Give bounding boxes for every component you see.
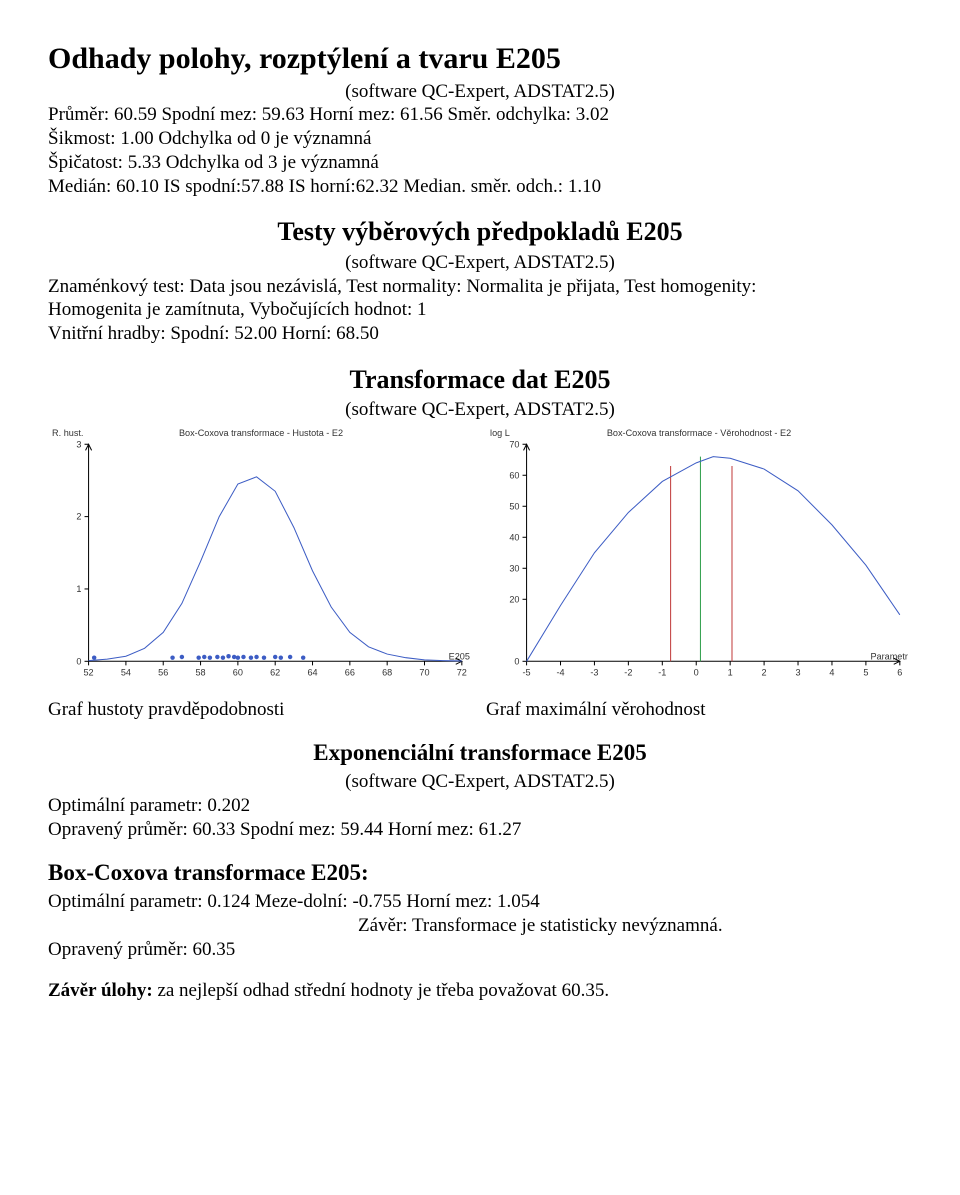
stats-line: Znaménkový test: Data jsou nezávislá, Te… xyxy=(48,275,912,299)
svg-text:1: 1 xyxy=(728,668,733,678)
svg-text:5: 5 xyxy=(863,668,868,678)
stats-line: Závěr: Transformace je statisticky nevýz… xyxy=(48,914,912,938)
stats-line: Optimální parametr: 0.124 Meze-dolní: -0… xyxy=(48,890,912,914)
svg-text:Box-Coxova transformace - Věro: Box-Coxova transformace - Věrohodnost - … xyxy=(607,428,791,438)
stats-line: Šikmost: 1.00 Odchylka od 0 je významná xyxy=(48,127,912,151)
chart-caption-right: Graf maximální věrohodnost xyxy=(486,698,912,722)
svg-text:4: 4 xyxy=(829,668,834,678)
svg-text:66: 66 xyxy=(345,668,355,678)
section-title-transformace: Transformace dat E205 xyxy=(48,364,912,397)
svg-text:Parametr: Parametr xyxy=(870,651,907,661)
svg-text:6: 6 xyxy=(897,668,902,678)
svg-text:0: 0 xyxy=(76,656,81,666)
likelihood-chart: Box-Coxova transformace - Věrohodnost - … xyxy=(486,426,912,690)
svg-text:-5: -5 xyxy=(523,668,531,678)
svg-text:68: 68 xyxy=(382,668,392,678)
svg-text:-2: -2 xyxy=(624,668,632,678)
svg-text:52: 52 xyxy=(84,668,94,678)
stats-line: Medián: 60.10 IS spodní:57.88 IS horní:6… xyxy=(48,175,912,199)
svg-text:54: 54 xyxy=(121,668,131,678)
stats-line: Optimální parametr: 0.202 xyxy=(48,794,912,818)
charts-row: Box-Coxova transformace - Hustota - E2 R.… xyxy=(48,426,912,690)
density-chart: Box-Coxova transformace - Hustota - E2 R.… xyxy=(48,426,474,690)
section-subtitle: (software QC-Expert, ADSTAT2.5) xyxy=(48,251,912,275)
svg-text:60: 60 xyxy=(509,470,519,480)
conclusion-label: Závěr úlohy: xyxy=(48,980,153,1001)
svg-text:70: 70 xyxy=(509,439,519,449)
svg-text:58: 58 xyxy=(195,668,205,678)
svg-text:-1: -1 xyxy=(658,668,666,678)
svg-text:72: 72 xyxy=(457,668,467,678)
conclusion: Závěr úlohy: za nejlepší odhad střední h… xyxy=(48,979,912,1003)
svg-text:20: 20 xyxy=(509,594,519,604)
svg-text:30: 30 xyxy=(509,563,519,573)
section-title-testy: Testy výběrových předpokladů E205 xyxy=(48,216,912,249)
stats-line: Homogenita je zamítnuta, Vybočujících ho… xyxy=(48,298,912,322)
svg-text:3: 3 xyxy=(76,439,81,449)
svg-text:Box-Coxova transformace - Hust: Box-Coxova transformace - Hustota - E2 xyxy=(179,428,343,438)
svg-text:60: 60 xyxy=(233,668,243,678)
section-title-boxcox: Box-Coxova transformace E205: xyxy=(48,859,912,888)
svg-text:2: 2 xyxy=(76,512,81,522)
svg-text:64: 64 xyxy=(307,668,317,678)
svg-text:-4: -4 xyxy=(556,668,564,678)
section-subtitle: (software QC-Expert, ADSTAT2.5) xyxy=(48,770,912,794)
section-subtitle: (software QC-Expert, ADSTAT2.5) xyxy=(48,398,912,422)
chart-caption-left: Graf hustoty pravděpodobnosti xyxy=(48,698,474,722)
svg-text:3: 3 xyxy=(795,668,800,678)
svg-text:0: 0 xyxy=(694,668,699,678)
svg-text:1: 1 xyxy=(76,584,81,594)
stats-line: Špičatost: 5.33 Odchylka od 3 je významn… xyxy=(48,151,912,175)
conclusion-text: za nejlepší odhad střední hodnoty je tře… xyxy=(153,980,609,1001)
stats-line: Opravený průměr: 60.35 xyxy=(48,938,912,962)
stats-line: Průměr: 60.59 Spodní mez: 59.63 Horní me… xyxy=(48,103,912,127)
section-title-odhady: Odhady polohy, rozptýlení a tvaru E205 xyxy=(48,40,912,78)
svg-text:2: 2 xyxy=(762,668,767,678)
stats-line: Vnitřní hradby: Spodní: 52.00 Horní: 68.… xyxy=(48,322,912,346)
svg-text:-3: -3 xyxy=(590,668,598,678)
svg-text:0: 0 xyxy=(514,656,519,666)
svg-text:40: 40 xyxy=(509,532,519,542)
svg-text:56: 56 xyxy=(158,668,168,678)
section-title-exp: Exponenciální transformace E205 xyxy=(48,739,912,768)
svg-text:50: 50 xyxy=(509,501,519,511)
svg-text:log L: log L xyxy=(490,428,510,438)
section-subtitle: (software QC-Expert, ADSTAT2.5) xyxy=(48,80,912,104)
stats-line: Opravený průměr: 60.33 Spodní mez: 59.44… xyxy=(48,818,912,842)
svg-text:70: 70 xyxy=(419,668,429,678)
svg-text:62: 62 xyxy=(270,668,280,678)
svg-text:R. hust.: R. hust. xyxy=(52,428,83,438)
